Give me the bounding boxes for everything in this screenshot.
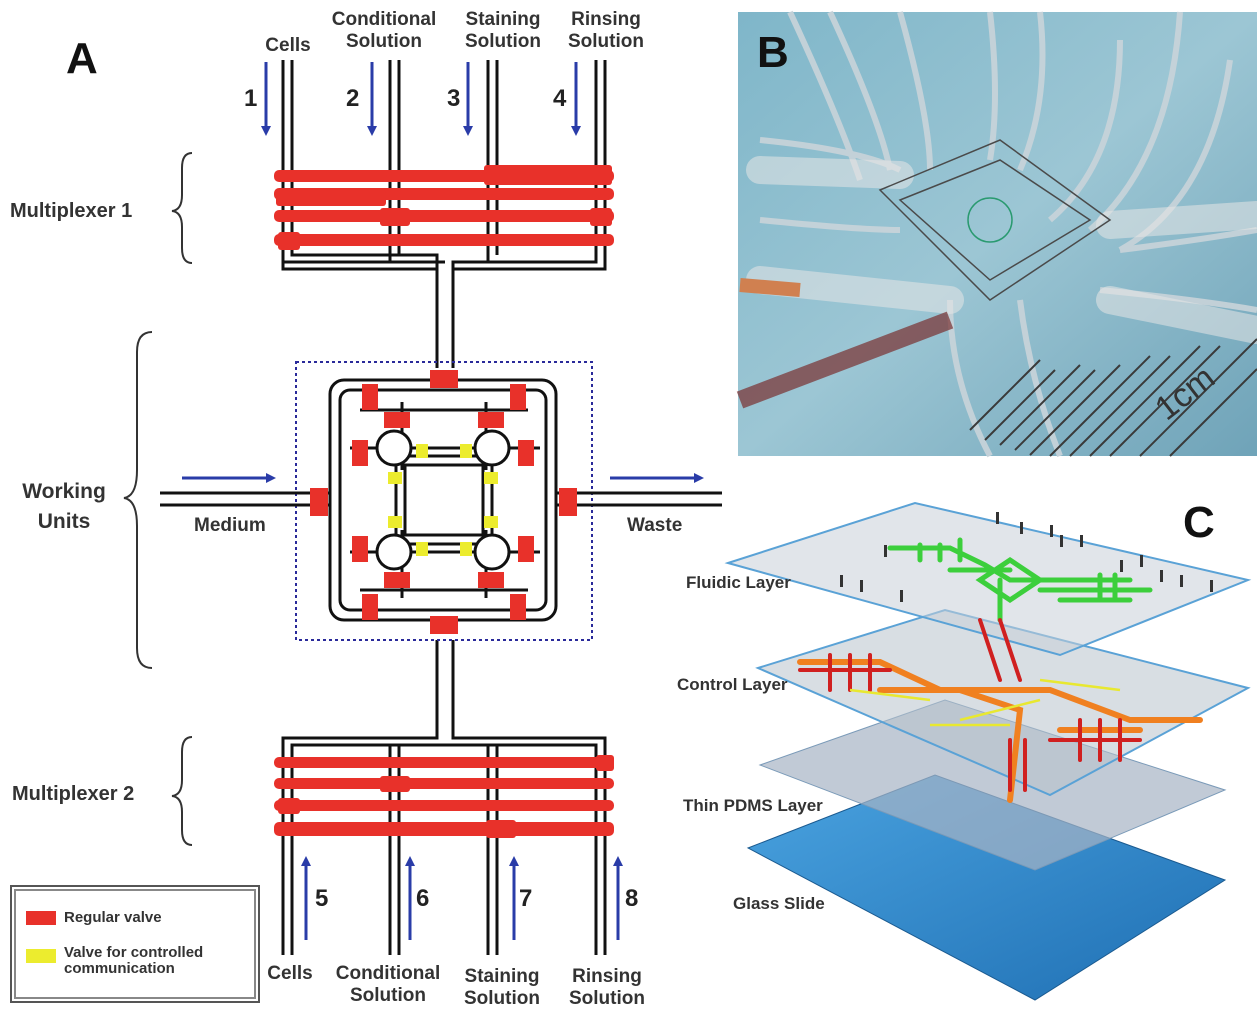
controlled-valve-swatch <box>26 949 56 963</box>
multiplexer1-label: Multiplexer 1 <box>10 200 133 222</box>
top-inlet-1-number: 1 <box>244 85 258 112</box>
bottom-inlet-8-number: 8 <box>625 885 639 912</box>
bottom-inlet-channels <box>281 640 607 955</box>
left-braces <box>123 152 193 846</box>
top-inlet-3-number: 3 <box>447 85 461 112</box>
top-inlet-1-label: Cells <box>265 35 311 56</box>
cell-chambers <box>375 429 511 571</box>
multiplexer2-label: Multiplexer 2 <box>12 783 135 805</box>
glass-slide-label: Glass Slide <box>733 894 825 913</box>
bottom-inlet-6-label: Conditional Solution <box>335 963 441 1006</box>
top-inlet-3-label: Staining Solution <box>465 9 541 52</box>
regular-valve-swatch <box>26 911 56 925</box>
control-layer-label: Control Layer <box>677 675 788 694</box>
multiplexer2-valves <box>274 755 614 838</box>
bottom-inlet-7-label: Staining Solution <box>464 966 540 1009</box>
waste-label: Waste <box>627 515 683 536</box>
working-units-boundary <box>295 361 593 641</box>
top-inlet-4-number: 4 <box>553 85 567 112</box>
panel-label-c: C <box>1183 498 1215 547</box>
fluidic-layer <box>724 501 1252 657</box>
medium-waste-lines <box>160 491 722 507</box>
bottom-inlet-5-label: Cells <box>267 963 313 984</box>
bottom-inlet-8-label: Rinsing Solution <box>569 966 645 1009</box>
working-unit-channels <box>328 378 558 622</box>
fluidic-layer-label: Fluidic Layer <box>686 573 791 592</box>
bottom-inlet-7-number: 7 <box>519 885 533 912</box>
medium-label: Medium <box>194 515 266 536</box>
bottom-inlet-5-number: 5 <box>315 885 329 912</box>
top-inlet-4-label: Rinsing Solution <box>568 9 644 52</box>
panel-label-a: A <box>66 34 98 83</box>
panel-label-b: B <box>757 28 789 77</box>
controlled-valve-legend-label: Valve for controlled communication <box>64 944 204 977</box>
multiplexer1-valves <box>274 165 614 250</box>
working-unit-regular-valves <box>310 370 577 634</box>
device-photo <box>736 10 1257 458</box>
bottom-inlet-6-number: 6 <box>416 885 430 912</box>
thin-pdms-layer-label: Thin PDMS Layer <box>683 796 823 815</box>
legend: Regular valve Valve for controlled commu… <box>10 885 260 1003</box>
layer-stack <box>724 501 1252 1001</box>
working-units-label: Working Units <box>22 480 106 533</box>
top-inlet-2-label: Conditional Solution <box>331 9 437 52</box>
regular-valve-legend-label: Regular valve <box>64 909 162 926</box>
flow-arrows <box>182 62 704 940</box>
controlled-communication-valves <box>388 444 498 556</box>
top-inlet-2-number: 2 <box>346 85 360 112</box>
top-inlet-channels <box>281 60 607 368</box>
